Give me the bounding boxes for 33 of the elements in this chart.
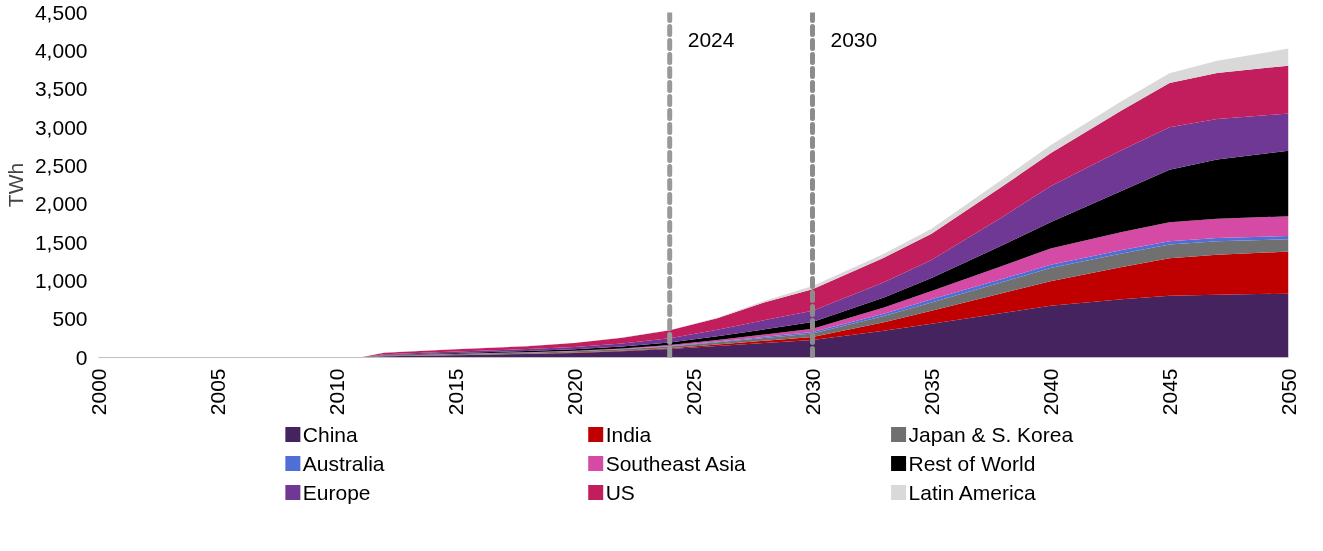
legend-label: Latin America: [908, 481, 1037, 504]
legend-label: China: [302, 423, 358, 446]
legend-label: India: [605, 423, 652, 446]
legend-label: US: [605, 481, 635, 504]
legend-label: Rest of World: [908, 452, 1036, 475]
y-tick-label: 4,500: [34, 0, 88, 24]
y-tick-label: 2,500: [34, 153, 88, 177]
y-tick-label: 4,000: [34, 38, 88, 62]
legend-label: Europe: [302, 481, 371, 504]
x-tick-label: 2010: [324, 368, 348, 416]
y-axis-title: TWh: [3, 162, 27, 208]
y-tick-label: 1,500: [34, 230, 88, 254]
ref-line-label: 2024: [687, 27, 735, 51]
x-tick-label: 2050: [1276, 368, 1300, 416]
x-tick-label: 2030: [800, 368, 824, 416]
legend-label: Japan & S. Korea: [908, 423, 1074, 446]
y-tick-label: 3,000: [34, 115, 88, 139]
y-tick-label: 1,000: [34, 268, 88, 292]
y-tick-label: 500: [52, 307, 88, 331]
x-tick-label: 2045: [1157, 368, 1181, 416]
x-tick-label: 2040: [1038, 368, 1062, 416]
x-tick-label: 2015: [443, 368, 467, 416]
y-tick-label: 3,500: [34, 77, 88, 101]
y-tick-label: 2,000: [34, 192, 88, 216]
x-tick-label: 2020: [562, 368, 586, 416]
legend-label: Southeast Asia: [605, 452, 747, 475]
legend-label: Australia: [302, 452, 385, 475]
y-tick-label: 0: [75, 345, 88, 369]
ref-line-label: 2030: [830, 27, 878, 51]
x-tick-label: 2000: [86, 368, 110, 416]
x-tick-label: 2005: [205, 368, 229, 416]
x-tick-label: 2035: [919, 368, 943, 416]
x-tick-label: 2025: [681, 368, 705, 416]
